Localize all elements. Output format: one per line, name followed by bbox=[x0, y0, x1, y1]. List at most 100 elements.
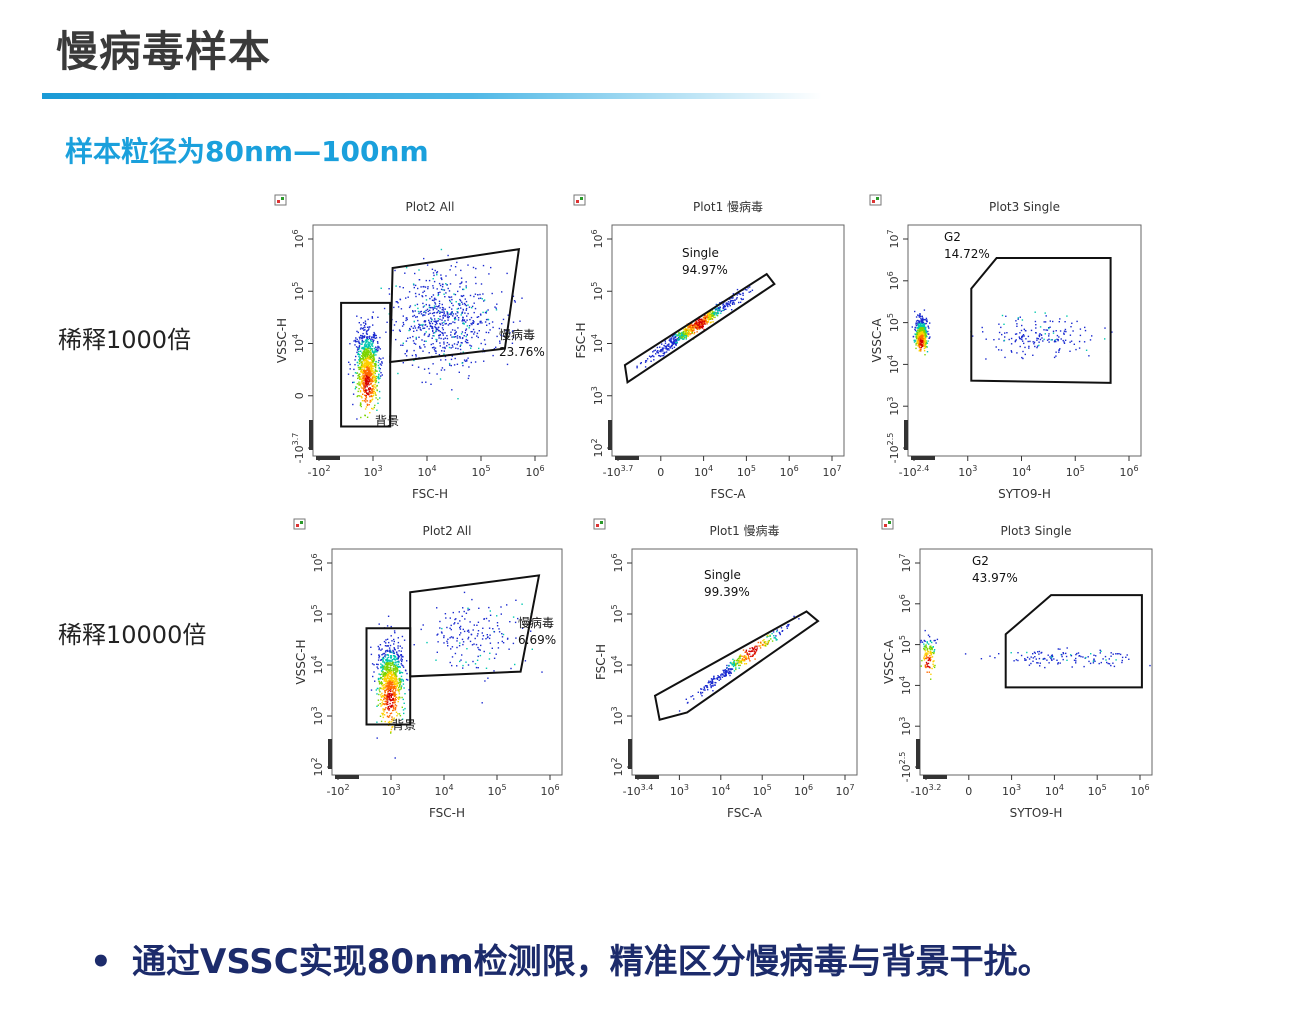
event-dot bbox=[924, 338, 927, 340]
event-dot bbox=[735, 667, 737, 669]
event-dot bbox=[465, 338, 467, 341]
event-dot bbox=[731, 297, 733, 299]
event-dot bbox=[374, 351, 376, 354]
event-dot bbox=[743, 656, 745, 659]
event-dot bbox=[435, 330, 437, 333]
event-dot bbox=[359, 376, 362, 378]
event-dot bbox=[448, 346, 451, 349]
event-dot bbox=[380, 358, 382, 360]
event-dot bbox=[456, 343, 458, 346]
event-dot bbox=[451, 336, 453, 338]
event-dot bbox=[439, 315, 441, 318]
event-dot bbox=[400, 671, 402, 674]
event-dot bbox=[375, 334, 377, 337]
event-dot bbox=[666, 349, 668, 351]
event-dot bbox=[514, 663, 516, 666]
event-dot bbox=[365, 390, 367, 392]
event-dot bbox=[361, 355, 363, 357]
event-dot bbox=[474, 637, 476, 640]
event-dot bbox=[386, 321, 388, 323]
event-dot bbox=[381, 678, 384, 680]
event-dot bbox=[399, 677, 401, 680]
event-dot bbox=[394, 676, 397, 678]
event-dot bbox=[367, 366, 369, 368]
event-dot bbox=[743, 655, 745, 657]
event-dot bbox=[422, 350, 424, 352]
event-dot bbox=[386, 680, 388, 682]
event-dot bbox=[401, 685, 403, 687]
event-dot bbox=[665, 346, 667, 348]
event-dot bbox=[1062, 339, 1064, 342]
event-dot bbox=[489, 614, 492, 616]
event-dot bbox=[391, 699, 393, 701]
event-dot bbox=[925, 645, 927, 647]
event-dot bbox=[710, 685, 712, 688]
event-dot bbox=[687, 327, 689, 329]
event-dot bbox=[487, 309, 489, 311]
event-dot bbox=[382, 700, 384, 702]
event-dot bbox=[430, 325, 433, 328]
event-dot bbox=[370, 689, 373, 691]
event-dot bbox=[675, 343, 677, 346]
event-dot bbox=[381, 374, 383, 376]
event-dot bbox=[478, 347, 480, 350]
event-dot bbox=[467, 377, 470, 380]
event-dot bbox=[399, 666, 401, 668]
event-dot bbox=[435, 320, 437, 322]
event-dot bbox=[701, 695, 703, 697]
event-dot bbox=[1021, 336, 1024, 338]
event-dot bbox=[366, 383, 369, 386]
event-dot bbox=[450, 648, 452, 650]
event-dot bbox=[724, 670, 727, 673]
event-dot bbox=[471, 598, 473, 601]
event-dot bbox=[420, 286, 422, 288]
event-dot bbox=[366, 326, 369, 328]
event-dot bbox=[700, 688, 702, 690]
event-dot bbox=[365, 395, 367, 398]
event-dot bbox=[462, 318, 464, 321]
event-dot bbox=[392, 651, 395, 653]
event-dot bbox=[387, 656, 390, 658]
event-dot bbox=[401, 678, 403, 681]
event-dot bbox=[745, 651, 747, 653]
event-dot bbox=[1030, 656, 1032, 658]
event-dot bbox=[691, 329, 693, 332]
event-dot bbox=[378, 366, 380, 369]
event-dot bbox=[392, 671, 394, 673]
event-dot bbox=[393, 709, 395, 711]
event-dot bbox=[388, 662, 390, 664]
event-dot bbox=[390, 668, 392, 670]
event-dot bbox=[745, 657, 747, 659]
event-dot bbox=[687, 701, 689, 704]
event-dot bbox=[924, 339, 926, 341]
event-dot bbox=[363, 389, 365, 391]
event-dot bbox=[688, 329, 690, 332]
event-dot bbox=[1051, 339, 1053, 341]
event-dot bbox=[414, 304, 416, 307]
plot-icon-dot-red bbox=[872, 200, 875, 203]
y-tick-label: 107 bbox=[898, 553, 913, 572]
event-dot bbox=[393, 668, 395, 670]
event-dot bbox=[1027, 335, 1030, 338]
event-dot bbox=[391, 684, 393, 686]
event-dot bbox=[739, 661, 742, 664]
event-dot bbox=[398, 660, 400, 662]
event-dot bbox=[689, 334, 691, 336]
event-dot bbox=[354, 364, 356, 366]
event-dot bbox=[364, 378, 366, 380]
event-dot bbox=[426, 264, 429, 266]
event-dot bbox=[378, 373, 380, 375]
event-dot bbox=[395, 338, 397, 341]
event-dot bbox=[1048, 335, 1050, 337]
event-dot bbox=[387, 691, 389, 693]
event-dot bbox=[921, 334, 923, 336]
event-dot bbox=[1052, 332, 1055, 334]
event-dot bbox=[369, 399, 371, 402]
event-dot bbox=[384, 680, 387, 683]
event-dot bbox=[477, 667, 479, 669]
event-dot bbox=[415, 354, 417, 356]
event-dot bbox=[1039, 665, 1041, 667]
event-dot bbox=[487, 318, 490, 321]
event-dot bbox=[473, 333, 475, 335]
event-dot bbox=[394, 671, 397, 673]
